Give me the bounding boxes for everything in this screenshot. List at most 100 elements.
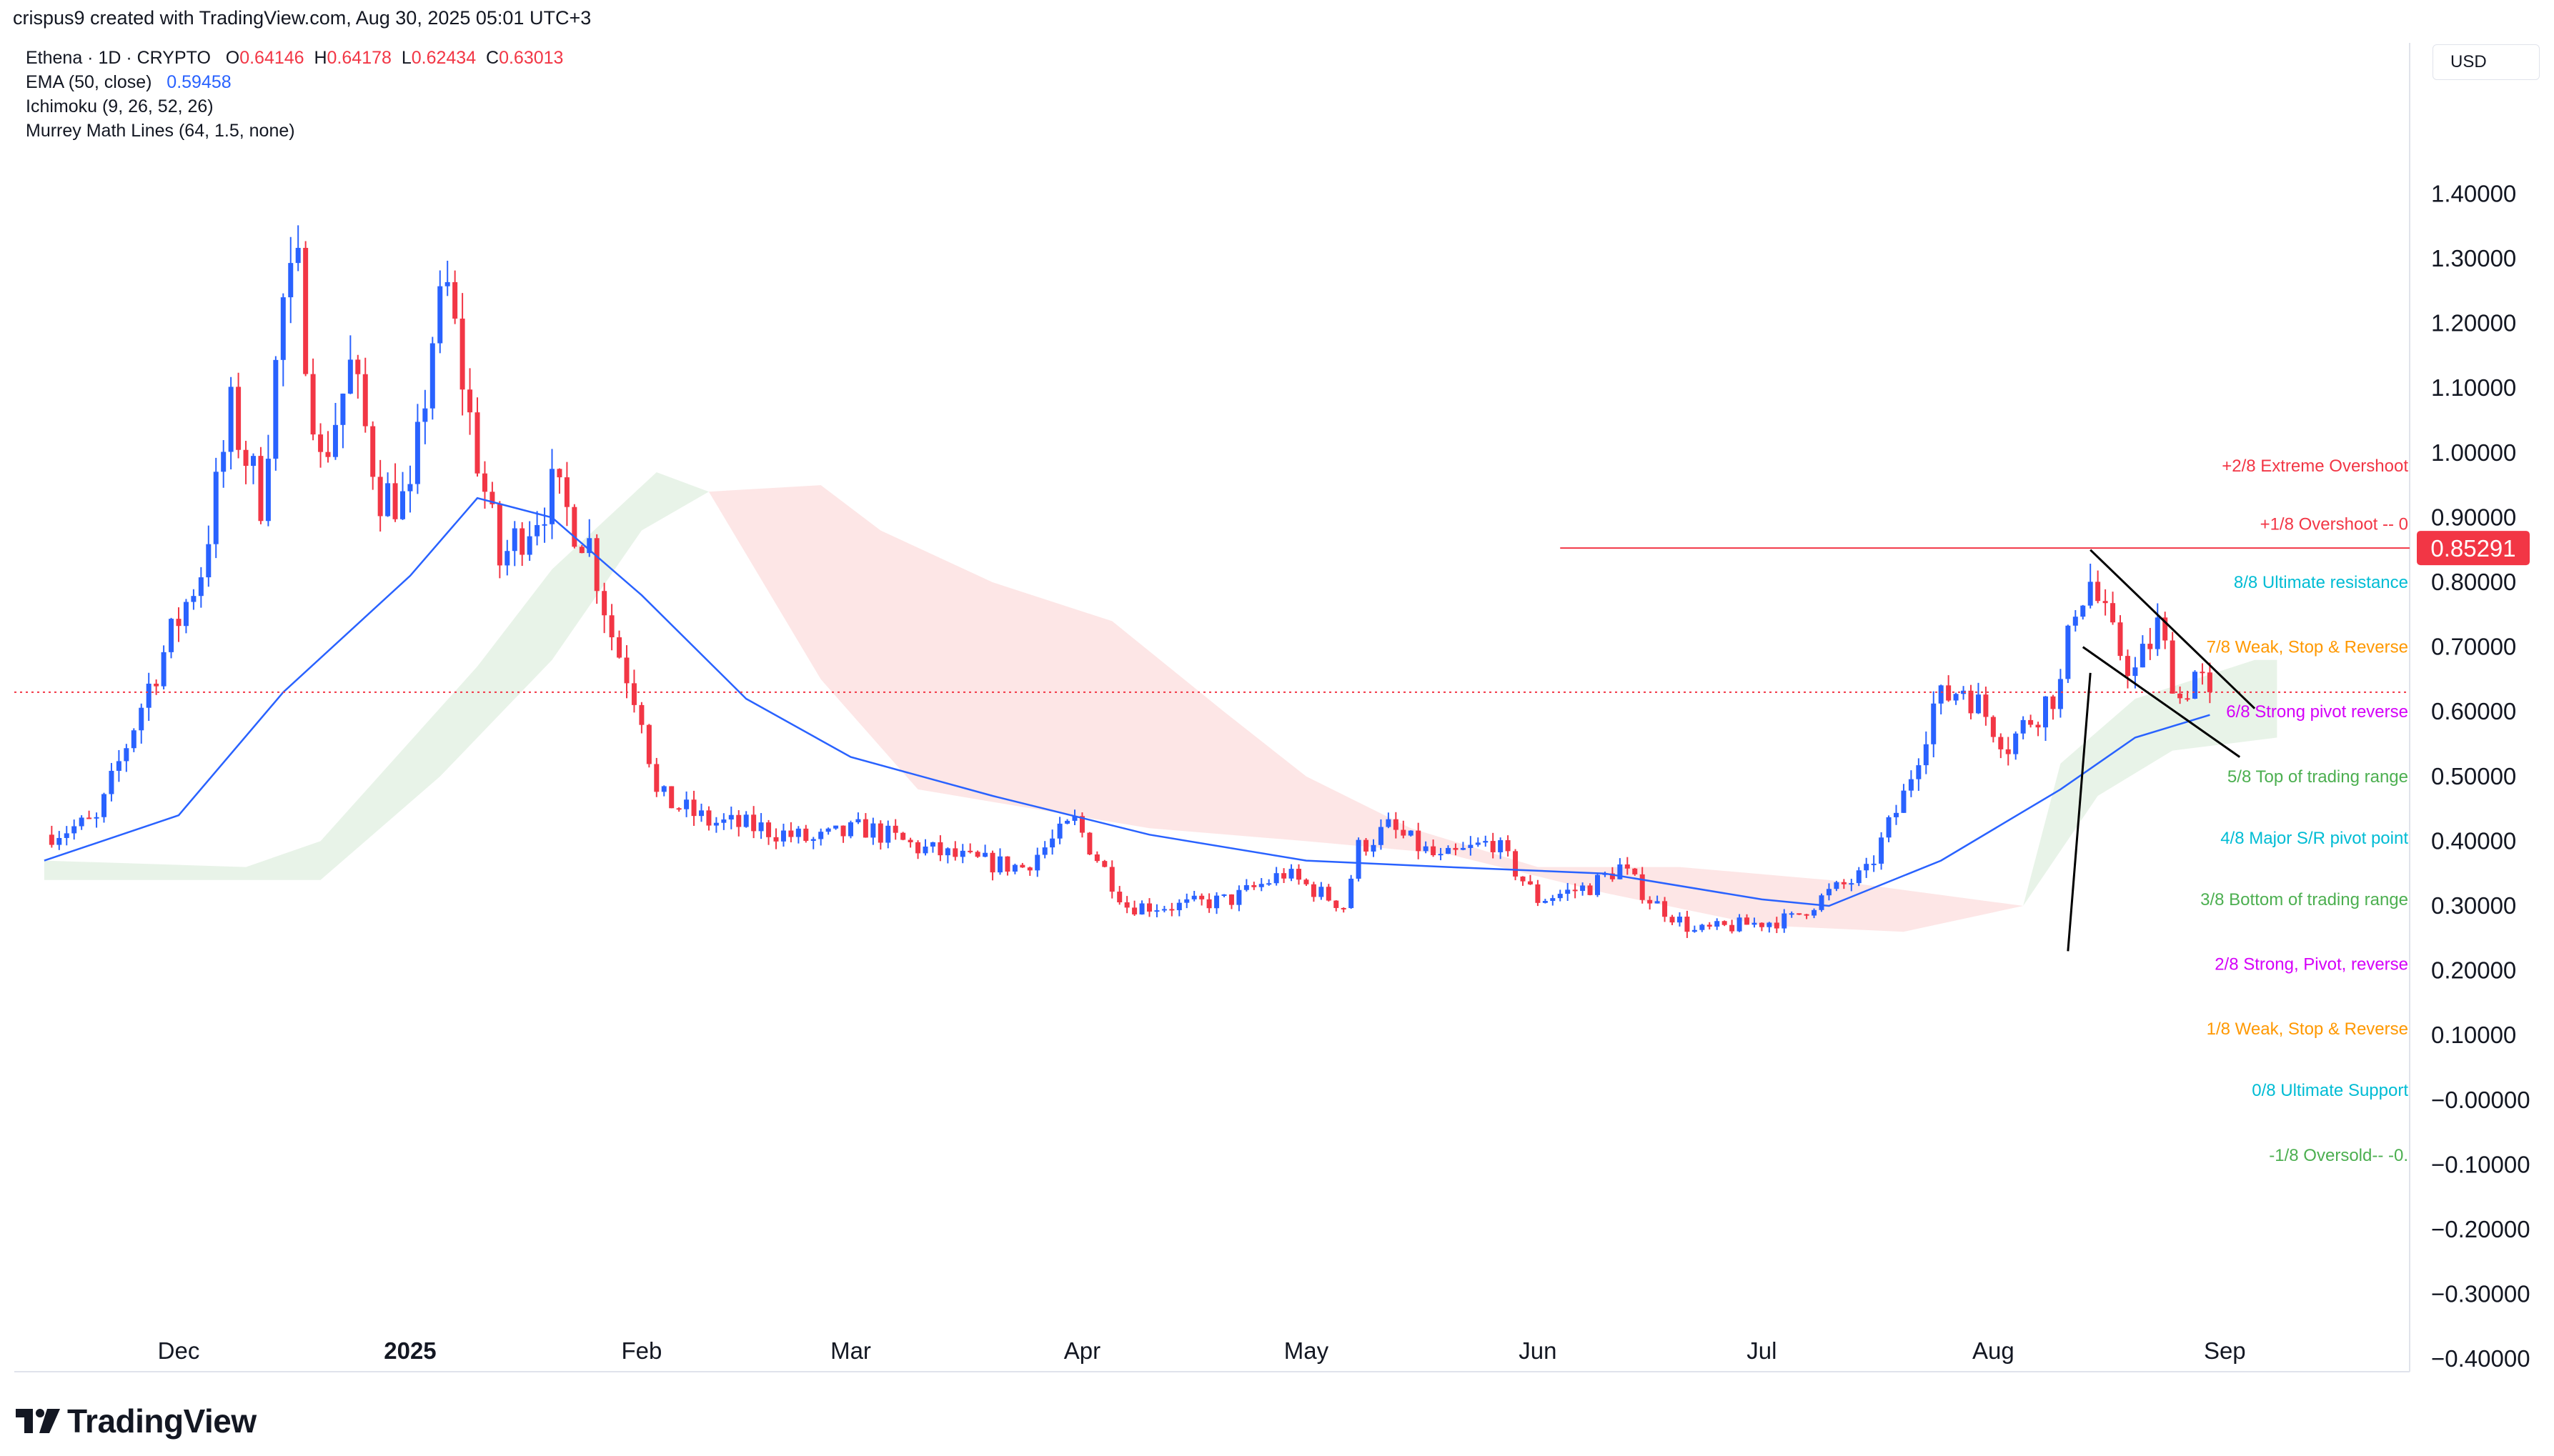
price-tick-label: −0.20000 [2431, 1216, 2530, 1242]
candle-body [2095, 582, 2101, 602]
candle [2147, 627, 2153, 660]
candle-body [2013, 733, 2019, 754]
candle [520, 522, 525, 567]
candle [2080, 604, 2086, 620]
candle-body [1774, 922, 1779, 929]
candle-body [2065, 625, 2071, 679]
ema-value: 0.59458 [167, 72, 232, 92]
candle [780, 823, 786, 847]
candle [1251, 882, 1257, 890]
candle [1341, 907, 1346, 913]
candle [490, 482, 495, 509]
murrey-math-labels: +2/8 Extreme Overshoot +1/8 Overshoot -- … [2200, 457, 2408, 1227]
murrey-level-label: -2/8 Extreme Oversold-- [2225, 1207, 2408, 1227]
candle-body [1117, 892, 1123, 903]
candle-body [990, 852, 995, 873]
candle [1691, 925, 1697, 933]
candle-body [1109, 867, 1115, 892]
candle [758, 813, 764, 839]
candle-body [1094, 854, 1100, 862]
tradingview-logo[interactable]: TradingView [16, 1402, 257, 1440]
candle-body [863, 819, 868, 838]
candle-body [1214, 895, 1220, 909]
candle [1468, 836, 1474, 856]
candle [1797, 913, 1802, 915]
candle [1632, 867, 1638, 876]
candle-body [1729, 924, 1735, 932]
candle-body [1691, 929, 1697, 932]
candle [497, 501, 502, 579]
candle-body [1812, 909, 1817, 916]
candle-body [1281, 873, 1287, 879]
candle-body [146, 683, 151, 708]
candle-body [1804, 914, 1809, 916]
low-value: 0.62434 [411, 48, 477, 68]
open-label: O [225, 48, 240, 68]
candle-body [975, 852, 980, 857]
candle [1072, 809, 1078, 825]
candle-body [520, 528, 525, 555]
candle [1542, 899, 1548, 904]
symbol-name[interactable]: Ethena · 1D · CRYPTO [26, 48, 211, 68]
candle [2050, 694, 2056, 720]
murrey-level-label: +2/8 Extreme Overshoot [2222, 457, 2408, 476]
candle-body [780, 830, 786, 842]
ema-legend-row[interactable]: EMA (50, close) 0.59458 [26, 70, 563, 94]
candle [617, 630, 622, 659]
candle [2117, 615, 2123, 661]
candle [79, 815, 84, 830]
candle-body [1161, 909, 1167, 911]
price-tick-label: −0.40000 [2431, 1345, 2530, 1372]
candle [251, 453, 256, 484]
candle [669, 786, 675, 809]
candle [131, 728, 136, 752]
candle [332, 403, 338, 460]
candle [1393, 812, 1398, 839]
murrey-level-label: 4/8 Major S/R pivot point [2220, 829, 2408, 848]
candle [1363, 838, 1369, 856]
candle-body [221, 452, 227, 472]
candle [1221, 894, 1227, 897]
ema-50-line [44, 497, 2210, 907]
candle-body [1221, 894, 1227, 896]
ichimoku-legend-row[interactable]: Ichimoku (9, 26, 52, 26) [26, 94, 563, 119]
candle [1849, 879, 1854, 892]
candle-body [736, 814, 742, 827]
candle-body [1288, 869, 1294, 879]
candle [1012, 863, 1018, 874]
candle [1199, 893, 1205, 906]
candle [1020, 862, 1025, 868]
currency-selector[interactable]: USD [2433, 44, 2540, 80]
candle [355, 354, 361, 399]
candle [474, 397, 480, 477]
price-axis[interactable]: 1.40000 1.30000 1.20000 1.10000 1.00000 0.900… [2431, 180, 2530, 1372]
candle-body [1505, 840, 1511, 852]
candle-body [79, 817, 84, 827]
candle-body [2087, 582, 2093, 606]
candle [1916, 758, 1922, 791]
candle [2192, 670, 2197, 699]
candle-body [728, 814, 734, 820]
candle [2095, 570, 2101, 604]
candle [1662, 897, 1668, 922]
candle [1281, 868, 1287, 884]
candle [684, 791, 690, 817]
candle [206, 525, 212, 587]
candle-body [639, 704, 645, 725]
candle-body [1460, 847, 1466, 850]
candle-body [213, 472, 219, 544]
candle [1856, 867, 1862, 887]
candle-body [1363, 839, 1369, 852]
candle [795, 826, 801, 844]
candle [1759, 922, 1764, 932]
candle-body [2140, 644, 2145, 668]
candle [975, 850, 980, 858]
candle-body [2072, 617, 2078, 626]
candle-body [1169, 909, 1175, 911]
time-axis[interactable]: Dec 2025 Feb Mar Apr May Jun Jul Aug Sep [158, 1337, 2246, 1364]
murrey-legend-row[interactable]: Murrey Math Lines (64, 1.5, none) [26, 119, 563, 143]
murrey-level-label: 2/8 Strong, Pivot, reverse [2215, 955, 2408, 974]
symbol-ohlc-row[interactable]: Ethena · 1D · CRYPTO O0.64146 H0.64178 L… [26, 46, 563, 70]
candle-body [1527, 881, 1533, 884]
